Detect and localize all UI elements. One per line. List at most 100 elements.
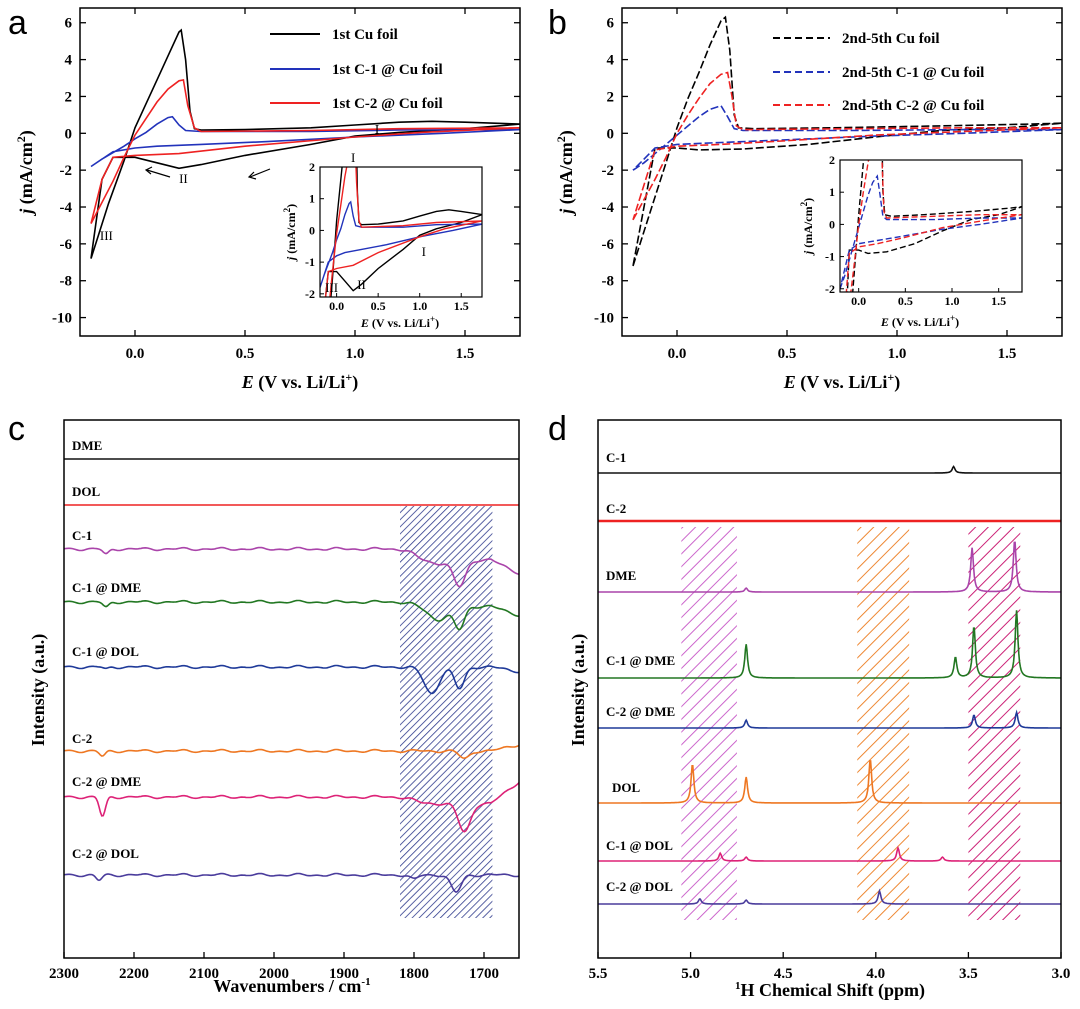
panel-a-ytick-label: 2 bbox=[65, 89, 73, 105]
panel-c-frame bbox=[63, 419, 520, 959]
panel-d-xlabel: 1H Chemical Shift (ppm) bbox=[735, 980, 925, 1001]
panel-a-inset-ticks: 0.0 0.5 1.0 1.5 2 1 0 -1 -2 bbox=[305, 160, 469, 313]
panel-a-ytick-label: -6 bbox=[60, 237, 73, 253]
panel-c-axis-ticks: 2300 2200 2100 2000 1900 1800 1700 bbox=[49, 952, 499, 982]
panel-b-inset: 0.0 0.5 1.0 1.5 2 1 0 -1 -2 E (V vs. Li/Li+) j (… bbox=[799, 153, 1023, 329]
panel-d-trace-label-5: DOL bbox=[612, 780, 641, 795]
panel-a-legend: 1st Cu foil 1st C-1 @ Cu foil 1st C-2 @ … bbox=[270, 27, 443, 112]
panel-b-inset-bg bbox=[840, 160, 1022, 292]
panel-b-inset-xtick-label: 0.0 bbox=[851, 294, 866, 308]
panel-a-ytick-label: 0 bbox=[65, 126, 73, 142]
panel-a-inset-bg bbox=[320, 167, 482, 297]
panel-b-inset-series bbox=[840, 160, 1022, 292]
panel-b-legend: 2nd-5th Cu foil 2nd-5th C-1 @ Cu foil 2n… bbox=[773, 31, 984, 114]
panel-d-trace-label-4: C-2 @ DME bbox=[606, 704, 675, 719]
panel-a-ytick-label: -2 bbox=[60, 163, 73, 179]
panel-c-trace-label-1: DOL bbox=[72, 484, 101, 499]
panel-b-inset-series-line-1 bbox=[840, 174, 1022, 290]
panel-d-traces bbox=[598, 465, 1061, 905]
panel-a-xlabel: E (V vs. Li/Li+) bbox=[241, 370, 359, 393]
panel-b-series-line-1 bbox=[632, 104, 1063, 171]
panel-b-ytick-label: -8 bbox=[602, 274, 615, 290]
panel-d-trace-label-0: C-1 bbox=[606, 450, 626, 465]
panel-a-xtick-label: 0.0 bbox=[126, 346, 145, 362]
scan-arrow-right bbox=[249, 168, 271, 178]
panel-b-ytick-label: 6 bbox=[607, 16, 615, 32]
panel-a-inset-ytick-label: 0 bbox=[309, 223, 315, 237]
panel-c-xtick-label: 1800 bbox=[399, 966, 429, 982]
panel-b-ytick-label: 0 bbox=[607, 126, 615, 142]
panel-b-series-line-0 bbox=[632, 15, 1063, 267]
panel-a-inset-xtick-label: 1.0 bbox=[412, 299, 427, 313]
panel-c-xtick-label: 2200 bbox=[119, 966, 149, 982]
panel-b-inset-ytick-label: 0 bbox=[829, 217, 835, 231]
panel-b-inset-ylabel: j (mA/cm2) bbox=[799, 198, 815, 256]
panel-c-xtick-label: 2000 bbox=[259, 966, 289, 982]
panel-b-frame bbox=[621, 7, 1063, 337]
legend-label-c2-b: 2nd-5th C-2 @ Cu foil bbox=[842, 98, 984, 114]
panel-b-inset-xlabel: E (V vs. Li/Li+) bbox=[880, 313, 959, 329]
panel-b-xtick-label: 1.5 bbox=[998, 346, 1017, 362]
panel-b-inset-ytick-label: 2 bbox=[829, 153, 835, 167]
panel-b-ytick-label: -10 bbox=[594, 311, 614, 327]
panel-a-annotation-2: III bbox=[100, 228, 113, 243]
panel-d-trace-label-6: C-1 @ DOL bbox=[606, 838, 673, 853]
panel-c-trace-7 bbox=[63, 872, 520, 893]
panel-d-xtick-label: 4.0 bbox=[866, 966, 885, 982]
panel-b-series-line-2 bbox=[632, 71, 1063, 221]
panel-a-inset-series-line-0 bbox=[324, 167, 482, 297]
panel-a-inset-annotation-1: II bbox=[357, 277, 366, 292]
panel-d-trace-label-2: DME bbox=[606, 568, 636, 583]
panel-c-ftir-chart: DME DOL C-1 C-1 @ DME C-1 @ DOL C-2 C-2 @ DME C… bbox=[28, 419, 520, 996]
panel-c-trace-label-4: C-1 @ DOL bbox=[72, 644, 139, 659]
panel-a-frame bbox=[79, 7, 521, 337]
panel-c-trace-5 bbox=[63, 744, 520, 760]
panel-b-ytick-label: 4 bbox=[607, 53, 615, 69]
panel-d-xtick-label: 3.5 bbox=[959, 966, 978, 982]
panel-c-xlabel: Wavenumbers / cm-1 bbox=[213, 976, 370, 996]
panel-a-inset-xtick-label: 0.5 bbox=[371, 299, 386, 313]
panel-a-ytick-label: 4 bbox=[65, 53, 73, 69]
panel-a-inset-series bbox=[320, 167, 482, 297]
panel-d-trace-label-3: C-1 @ DME bbox=[606, 653, 675, 668]
panel-a-annotation-0: I bbox=[375, 121, 379, 136]
panel-a-annotation-1: II bbox=[179, 171, 188, 186]
panel-c-xtick-label: 1700 bbox=[469, 966, 499, 982]
panel-c-traces bbox=[63, 458, 520, 893]
panel-c-trace-4 bbox=[63, 664, 520, 695]
scan-arrow-left bbox=[146, 169, 171, 178]
panel-a-inset-frame bbox=[319, 166, 483, 298]
legend-label-cu-foil: 1st Cu foil bbox=[332, 27, 398, 43]
panel-b-inset-xtick-label: 1.5 bbox=[991, 294, 1006, 308]
panel-a-ytick-label: -4 bbox=[60, 200, 73, 216]
panel-c-trace-6 bbox=[63, 782, 520, 833]
panel-a-inset-series-line-1 bbox=[320, 200, 482, 288]
panel-a-ylabel: j (mA/cm2) bbox=[14, 130, 37, 217]
panel-b-ytick-label: -4 bbox=[602, 200, 615, 216]
panel-c-highlight-band bbox=[400, 506, 493, 918]
panel-letter-b: b bbox=[548, 4, 567, 42]
panel-a-inset-xtick-label: 0.0 bbox=[329, 299, 344, 313]
panel-b-inset-xtick-label: 0.5 bbox=[898, 294, 913, 308]
panel-a-inset-xlabel: E (V vs. Li/Li+) bbox=[360, 314, 439, 330]
panel-b-inset-ytick-label: -1 bbox=[825, 250, 835, 264]
panel-b-inset-clip-group bbox=[840, 160, 1022, 292]
panel-a-inset-annotation-2: III bbox=[325, 280, 338, 295]
panel-b-inset-series-line-2 bbox=[845, 160, 1022, 292]
panel-letter-a: a bbox=[8, 4, 27, 42]
panel-c-xtick-label: 2100 bbox=[189, 966, 219, 982]
panel-a-inset-annotation-0: I bbox=[351, 150, 355, 165]
panel-d-axis-ticks: 5.5 5.0 4.5 4.0 3.5 3.0 bbox=[589, 952, 1070, 982]
panel-d-ylabel: Intensity (a.u.) bbox=[568, 634, 589, 747]
panel-d-trace-5 bbox=[598, 760, 1061, 804]
panel-a-xtick-label: 0.5 bbox=[236, 346, 255, 362]
panel-a-ytick-label: -10 bbox=[52, 311, 72, 327]
panel-b-xtick-label: 0.5 bbox=[778, 346, 797, 362]
legend-label-c2: 1st C-2 @ Cu foil bbox=[332, 96, 443, 112]
